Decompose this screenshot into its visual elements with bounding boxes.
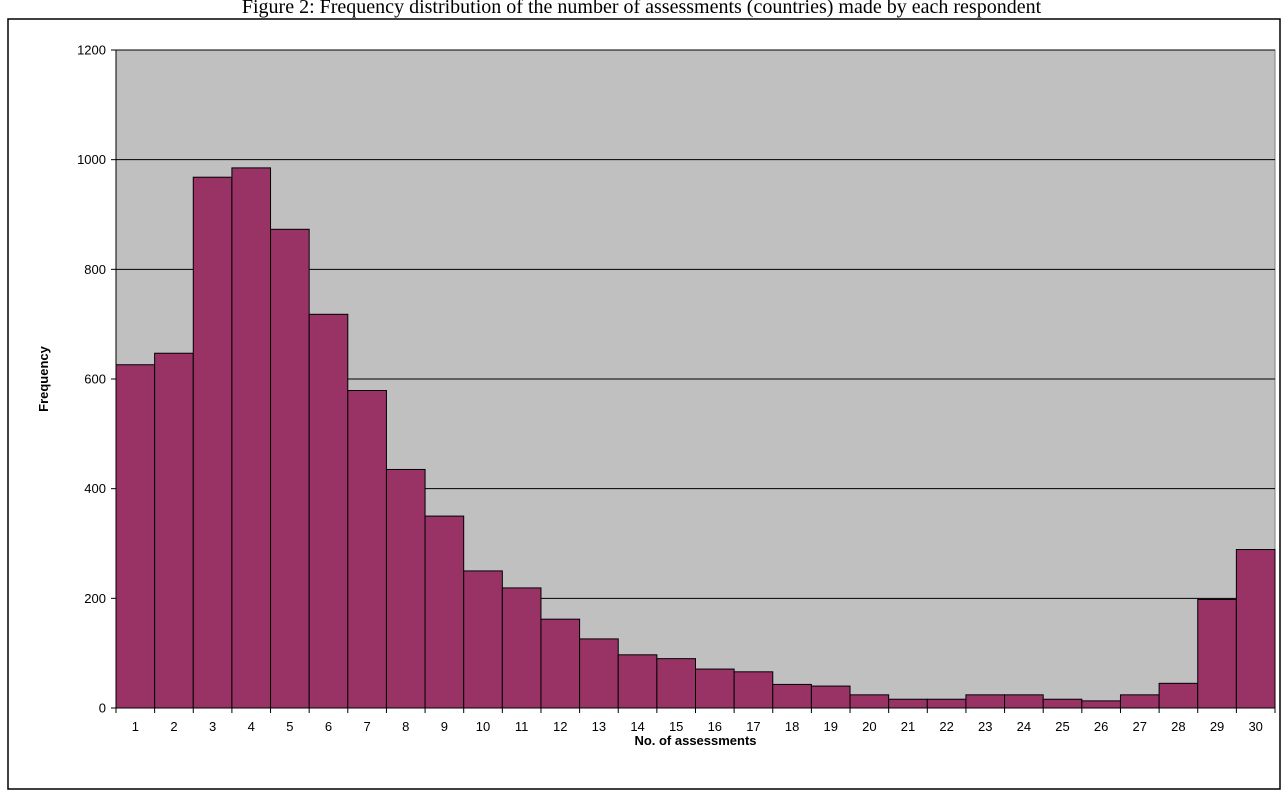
y-tick-label: 1000 bbox=[77, 152, 106, 167]
x-tick-label: 1 bbox=[132, 719, 139, 734]
x-tick-label: 11 bbox=[515, 719, 529, 734]
bar-2 bbox=[154, 352, 194, 709]
x-tick-label: 27 bbox=[1133, 719, 1147, 734]
bar-9 bbox=[424, 515, 465, 709]
y-tick-label: 200 bbox=[84, 591, 106, 606]
bar-6 bbox=[308, 313, 349, 709]
x-tick-label: 21 bbox=[901, 719, 915, 734]
x-tick-label: 15 bbox=[669, 719, 683, 734]
y-tick-label: 1200 bbox=[77, 43, 106, 58]
x-tick-label: 16 bbox=[708, 719, 722, 734]
y-axis-title: Frequency bbox=[36, 345, 51, 412]
bar-4 bbox=[231, 167, 272, 709]
x-tick-label: 14 bbox=[630, 719, 644, 734]
bar-12 bbox=[540, 618, 581, 709]
bar-8 bbox=[385, 468, 426, 709]
bar-21 bbox=[888, 698, 928, 709]
bar-28 bbox=[1158, 682, 1199, 709]
bar-14 bbox=[617, 654, 658, 709]
bar-29 bbox=[1197, 598, 1237, 709]
x-tick-label: 7 bbox=[363, 719, 370, 734]
bar-1 bbox=[115, 364, 156, 709]
bar-17 bbox=[733, 671, 774, 709]
x-tick-label: 5 bbox=[286, 719, 293, 734]
x-axis-ticks: 1 2 3 4 5 6 7 8 9 10 11 12 13 14 15 16 17 18 19 20 21 22 23 24 2… bbox=[115, 708, 1276, 734]
bar-10 bbox=[463, 570, 503, 709]
y-tick-label: 600 bbox=[84, 372, 106, 387]
x-tick-label: 28 bbox=[1171, 719, 1185, 734]
x-tick-label: 18 bbox=[785, 719, 799, 734]
x-tick-label: 3 bbox=[209, 719, 216, 734]
y-tick-label: 800 bbox=[84, 262, 106, 277]
x-tick-label: 26 bbox=[1094, 719, 1108, 734]
x-tick-label: 19 bbox=[823, 719, 837, 734]
bar-18 bbox=[772, 683, 812, 709]
bars bbox=[115, 167, 1276, 709]
x-tick-label: 30 bbox=[1248, 719, 1262, 734]
y-tick-label: 400 bbox=[84, 481, 106, 496]
x-tick-label: 8 bbox=[402, 719, 409, 734]
bar-30 bbox=[1235, 549, 1276, 709]
y-axis-ticks: 0 200 400 600 800 1000 1200 bbox=[77, 43, 116, 716]
x-tick-label: 24 bbox=[1017, 719, 1031, 734]
bar-24 bbox=[1004, 694, 1044, 709]
x-tick-label: 20 bbox=[862, 719, 876, 734]
bar-11 bbox=[501, 587, 542, 709]
bar-22 bbox=[926, 698, 967, 709]
x-tick-label: 22 bbox=[939, 719, 953, 734]
bar-20 bbox=[849, 694, 890, 709]
x-tick-label: 12 bbox=[553, 719, 567, 734]
y-tick-label: 0 bbox=[99, 701, 106, 716]
bar-5 bbox=[270, 228, 310, 709]
bar-26 bbox=[1081, 700, 1121, 709]
bar-19 bbox=[810, 685, 851, 709]
x-axis-title: No. of assessments bbox=[634, 733, 756, 748]
x-tick-label: 4 bbox=[248, 719, 255, 734]
x-tick-label: 17 bbox=[746, 719, 760, 734]
bar-16 bbox=[695, 668, 735, 709]
x-tick-label: 23 bbox=[978, 719, 992, 734]
x-tick-label: 2 bbox=[170, 719, 177, 734]
bar-27 bbox=[1119, 694, 1160, 709]
bar-15 bbox=[656, 658, 696, 709]
x-tick-label: 29 bbox=[1210, 719, 1224, 734]
x-tick-label: 6 bbox=[325, 719, 332, 734]
bar-13 bbox=[579, 638, 619, 709]
x-tick-label: 9 bbox=[441, 719, 448, 734]
bar-7 bbox=[347, 390, 387, 709]
figure-caption: Figure 2: Frequency distribution of the … bbox=[241, 0, 1042, 18]
bar-3 bbox=[192, 176, 233, 709]
bar-25 bbox=[1042, 698, 1083, 709]
x-tick-label: 13 bbox=[592, 719, 606, 734]
bar-23 bbox=[965, 694, 1006, 709]
x-tick-label: 25 bbox=[1055, 719, 1069, 734]
x-tick-label: 10 bbox=[476, 719, 490, 734]
